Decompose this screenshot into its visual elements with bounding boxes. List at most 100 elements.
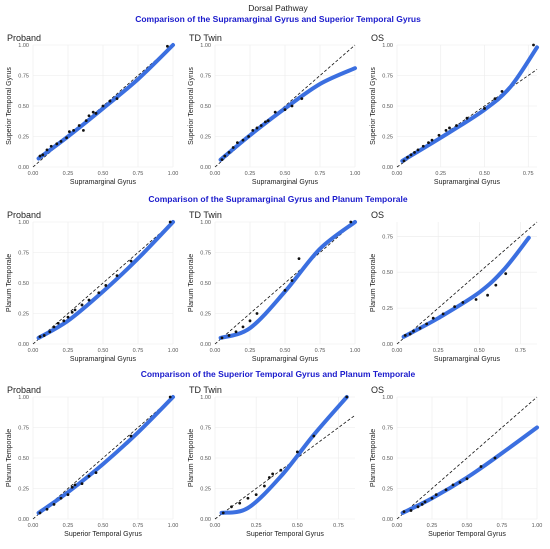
data-point (416, 148, 420, 152)
fit-line (400, 45, 539, 163)
tick-label-x: 0.50 (98, 348, 109, 354)
x-axis-label: Supramarginal Gyrus (434, 356, 501, 363)
data-point (94, 111, 98, 115)
data-point (273, 110, 277, 114)
data-point (55, 142, 59, 146)
tick-label-y: 0.50 (200, 104, 211, 110)
data-point (423, 500, 427, 504)
data-point (94, 471, 98, 475)
data-point (483, 107, 486, 110)
y-axis-label: Planum Temporale (370, 254, 377, 312)
tick-label-y: 0.75 (18, 251, 29, 257)
data-point (227, 334, 231, 337)
data-point (52, 325, 56, 329)
tick-label-x: 0.50 (292, 523, 303, 529)
y-axis-label: Planum Temporale (6, 429, 13, 487)
data-point (455, 124, 458, 127)
panel-9: 0.00 0.25 0.50 0.75 1.00 0.00 0.25 0.50 0.75 1.00… (370, 385, 542, 538)
panel-title: TD Twin (189, 385, 222, 395)
data-point (402, 159, 406, 163)
tick-label-y: 0.25 (200, 487, 211, 493)
data-point (231, 146, 235, 149)
data-point (279, 468, 283, 472)
tick-label-y: 0.75 (382, 234, 393, 240)
data-point (48, 330, 52, 334)
tick-label-y: 0.25 (382, 306, 393, 312)
data-point (115, 97, 119, 101)
data-point (246, 496, 250, 500)
data-point (430, 496, 434, 500)
data-point (465, 116, 469, 120)
tick-label-x: 0.75 (315, 171, 326, 177)
data-point (221, 511, 225, 515)
data-point (104, 284, 108, 287)
data-point (73, 483, 77, 487)
tick-label-x: 0.25 (63, 171, 74, 177)
data-point (259, 124, 263, 127)
data-point (413, 150, 416, 154)
tick-label-y: 0.25 (382, 135, 393, 141)
tick-label-x: 0.50 (280, 171, 291, 177)
data-point (290, 104, 294, 108)
tick-label-x: 0.00 (28, 523, 39, 529)
tick-label-y: 0.00 (200, 165, 211, 171)
tick-label-y: 1.00 (200, 395, 211, 401)
tick-label-y: 0.25 (200, 135, 211, 141)
tick-label-x: 0.00 (28, 171, 39, 177)
data-point (70, 310, 74, 314)
tick-label-x: 0.00 (210, 348, 221, 354)
data-point (349, 220, 353, 224)
data-point (283, 288, 287, 292)
data-point (453, 305, 457, 309)
tick-label-x: 0.50 (98, 523, 109, 529)
section-title-3: Comparison of the Superior Temporal Gyru… (141, 369, 416, 379)
tick-label-x: 0.25 (433, 348, 444, 354)
tick-label-x: 0.00 (28, 348, 39, 354)
tick-label-y: 0.75 (382, 74, 393, 80)
x-axis-label: Superior Temporal Gyrus (428, 531, 506, 538)
data-point (448, 126, 451, 130)
data-point (427, 141, 430, 145)
y-axis-label: Superior Temporal Gyrus (188, 67, 195, 145)
x-axis-label: Supramarginal Gyrus (252, 179, 319, 186)
tick-label-x: 0.75 (133, 171, 144, 177)
data-point (408, 332, 412, 336)
data-point (283, 108, 287, 112)
data-point (402, 510, 406, 514)
panel-7: 0.00 0.25 0.50 0.75 1.00 0.00 0.25 0.50 0.75 1.00… (6, 385, 178, 538)
data-point (38, 511, 42, 515)
tick-label-y: 0.00 (382, 165, 393, 171)
reference-line (32, 221, 174, 345)
data-point (82, 129, 85, 132)
tick-label-y: 0.25 (18, 135, 29, 141)
fit-line (218, 66, 357, 162)
data-point (108, 99, 112, 103)
data-point (77, 124, 81, 127)
data-point (474, 298, 478, 301)
tick-label-y: 0.50 (382, 456, 393, 462)
data-point (241, 138, 245, 142)
data-point (73, 308, 77, 312)
reference-line (396, 396, 538, 520)
tick-label-x: 0.75 (523, 171, 534, 177)
data-point (434, 493, 438, 496)
data-point (479, 465, 483, 468)
x-axis-label: Superior Temporal Gyrus (64, 531, 142, 538)
y-axis-label: Planum Temporale (370, 429, 377, 487)
tick-label-x: 1.00 (168, 523, 179, 529)
data-point (49, 144, 53, 148)
tick-label-x: 0.00 (392, 348, 403, 354)
panel-title: OS (371, 210, 384, 220)
tick-label-y: 0.00 (382, 517, 393, 523)
reference-line (396, 221, 538, 345)
tick-label-y: 0.50 (382, 104, 393, 110)
data-point (264, 120, 267, 124)
tick-label-y: 0.50 (18, 281, 29, 287)
data-point (494, 283, 498, 287)
tick-label-x: 0.25 (251, 523, 262, 529)
fit-line (218, 220, 357, 340)
data-point (38, 335, 42, 339)
tick-label-x: 1.00 (168, 171, 179, 177)
data-point (223, 154, 227, 158)
tick-label-x: 1.00 (532, 523, 543, 529)
